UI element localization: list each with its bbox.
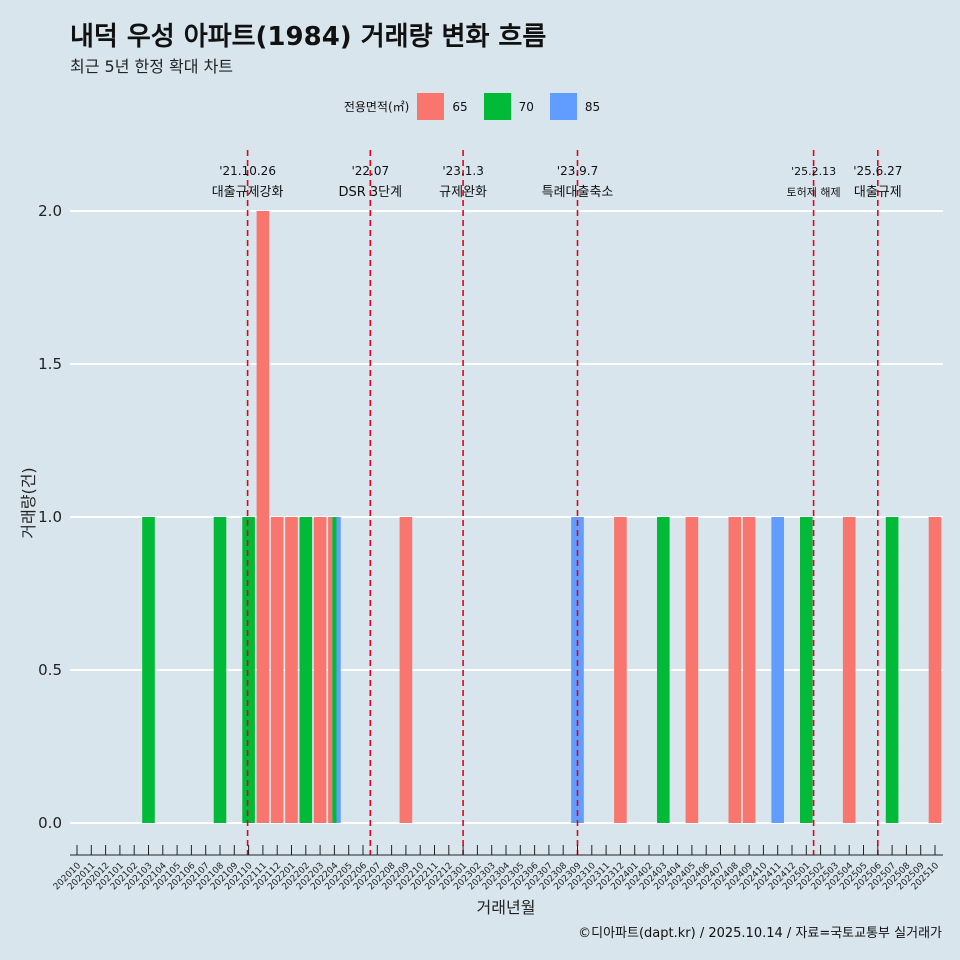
x-axis-title: 거래년월 xyxy=(477,898,536,917)
bar-202110-70 xyxy=(242,517,255,823)
legend: 전용면적(㎡) 65 70 85 xyxy=(0,93,960,120)
legend-key-70 xyxy=(483,93,511,120)
bar-202510-65 xyxy=(928,517,942,823)
event-label: DSR 3단계 xyxy=(338,185,402,200)
bar-202408-65 xyxy=(728,517,742,823)
event-date: '21.10.26 xyxy=(219,164,276,178)
bar-202103-70 xyxy=(142,517,155,823)
bar-202111-65 xyxy=(256,211,270,823)
bar-202201-65 xyxy=(285,517,298,823)
y-axis-title: 거래량(건) xyxy=(19,467,38,538)
y-tick-label: 0.5 xyxy=(38,661,62,679)
bar-202202-70 xyxy=(299,517,313,823)
y-tick-label: 1.0 xyxy=(38,508,62,526)
bar-202405-65 xyxy=(685,517,699,823)
bar-202204-70 xyxy=(332,517,337,823)
event-date: '23.9.7 xyxy=(557,164,598,178)
source-caption: ©디아파트(dapt.kr) / 2025.10.14 / 자료=국토교통부 실… xyxy=(578,926,942,941)
chart-subtitle: 최근 5년 한정 확대 차트 xyxy=(70,57,234,76)
bar-202411-85 xyxy=(771,517,784,823)
bar-202204-65 xyxy=(328,517,333,823)
legend-key-65 xyxy=(417,93,445,120)
bar-202501-70 xyxy=(800,517,813,823)
legend-label-85: 85 xyxy=(584,99,601,114)
event-label: 토허제 해제 xyxy=(787,185,841,199)
bar-202507-70 xyxy=(885,517,899,823)
bar-202108-70 xyxy=(213,517,227,823)
bar-202204-85 xyxy=(336,517,341,823)
event-date: '25.2.13 xyxy=(791,165,836,178)
y-tick-label: 1.5 xyxy=(38,355,62,373)
legend-key-85 xyxy=(549,93,577,120)
y-tick-label: 0.0 xyxy=(38,814,62,832)
legend-label-70: 70 xyxy=(518,99,534,114)
event-label: 대출규제 xyxy=(854,185,902,200)
bar-202409-65 xyxy=(742,517,756,823)
bar-202504-65 xyxy=(842,517,856,823)
legend-title: 전용면적(㎡) xyxy=(343,100,410,114)
chart-title: 내덕 우성 아파트(1984) 거래량 변화 흐름 xyxy=(70,22,547,52)
y-tick-label: 2.0 xyxy=(38,202,62,220)
bar-202112-65 xyxy=(270,517,284,823)
event-label: 대출규제강화 xyxy=(212,185,284,200)
event-label: 특례대출축소 xyxy=(542,185,614,200)
bar-202209-65 xyxy=(399,517,413,823)
bar-202403-70 xyxy=(657,517,670,823)
event-date: '22.07 xyxy=(351,164,389,178)
bar-202312-65 xyxy=(614,517,627,823)
bar-202203-65 xyxy=(313,517,327,823)
legend-label-65: 65 xyxy=(452,99,468,114)
event-date: '25.6.27 xyxy=(853,164,902,178)
event-date: '23.1.3 xyxy=(442,164,483,178)
event-label: 규제완화 xyxy=(439,185,487,200)
